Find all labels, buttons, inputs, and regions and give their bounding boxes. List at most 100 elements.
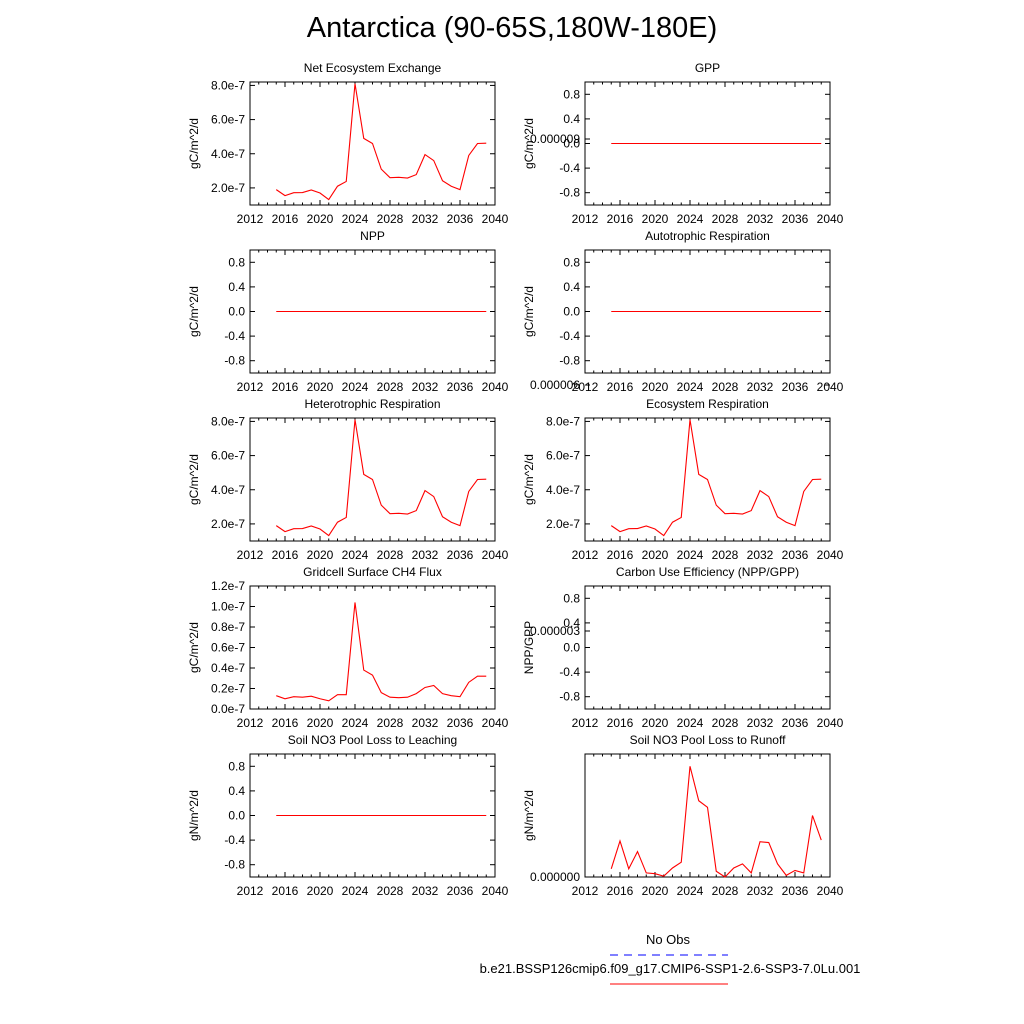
panel-9-plot-frame <box>584 753 831 878</box>
panel-2-ytick-label: -0.8 <box>224 354 245 368</box>
panel-8-ytick-label: 0.8 <box>228 759 245 773</box>
panel-5-series-line-0 <box>610 419 822 537</box>
panel-6-plot-frame <box>249 585 496 710</box>
panel-5-xtick-label: 2024 <box>677 548 704 562</box>
panel-1-ytick-label: 0.4 <box>563 112 580 126</box>
panel-8-ytick-label: -0.4 <box>224 833 245 847</box>
panel-1-xtick-label: 2036 <box>782 212 809 226</box>
panel-0-ytick-label: 2.0e-7 <box>211 181 245 195</box>
panel-5-ytick-label: 2.0e-7 <box>546 517 580 531</box>
panel-1-xtick-label: 2032 <box>747 212 774 226</box>
panel-8-title: Soil NO3 Pool Loss to Leaching <box>288 733 457 747</box>
panel-5-title: Ecosystem Respiration <box>646 397 769 411</box>
panel-7-ytick-label: 0.0 <box>563 641 580 655</box>
panel-2-ytick-label: 0.8 <box>228 255 245 269</box>
panel-2-xtick-label: 2036 <box>447 380 474 394</box>
panel-4-xtick-label: 2016 <box>272 548 299 562</box>
panel-3-xtick-label: 2040 <box>817 380 844 394</box>
panel-9-xtick-label: 2020 <box>642 884 669 898</box>
panel-0-ytick-label: 8.0e-7 <box>211 78 245 92</box>
panel-7-xtick-label: 2016 <box>607 716 634 730</box>
panel-5-xtick-label: 2040 <box>817 548 844 562</box>
panel-7-xtick-label: 2024 <box>677 716 704 730</box>
panel-8-ytick-label: 0.0 <box>228 809 245 823</box>
panel-1-ytick-label: 0.8 <box>563 87 580 101</box>
panel-3-xtick-label: 2028 <box>712 380 739 394</box>
panel-4-ytick-label: 8.0e-7 <box>211 414 245 428</box>
panel-8-xtick-label: 2032 <box>412 884 439 898</box>
panel-0-xtick-label: 2012 <box>237 212 264 226</box>
panel-7-xtick-label: 2020 <box>642 716 669 730</box>
panel-1-ytick-label: -0.4 <box>559 161 580 175</box>
panel-7-title: Carbon Use Efficiency (NPP/GPP) <box>616 565 799 579</box>
panel-4-xtick-label: 2036 <box>447 548 474 562</box>
panel-8-xtick-label: 2012 <box>237 884 264 898</box>
panel-9-ytick-label: 0.000009 <box>530 132 580 146</box>
panel-5-xtick-label: 2032 <box>747 548 774 562</box>
panel-3-xtick-label: 2032 <box>747 380 774 394</box>
panel-8-xtick-label: 2028 <box>377 884 404 898</box>
panel-7-ylabel: NPP/GPP <box>522 621 536 674</box>
panel-5-xtick-label: 2020 <box>642 548 669 562</box>
panel-0-title: Net Ecosystem Exchange <box>304 61 442 75</box>
panel-3-ytick-label: 0.8 <box>563 255 580 269</box>
panel-6-xtick-label: 2012 <box>237 716 264 730</box>
panel-9-ylabel: gN/m^2/d <box>522 790 536 841</box>
panel-6-ytick-label: 1.0e-7 <box>211 600 245 614</box>
panel-2-ytick-label: 0.4 <box>228 280 245 294</box>
panel-1-title: GPP <box>695 61 720 75</box>
panel-7-ytick-label: 0.4 <box>563 616 580 630</box>
panel-2-xtick-label: 2028 <box>377 380 404 394</box>
panel-9-xtick-label: 2012 <box>572 884 599 898</box>
panel-3-xtick-label: 2024 <box>677 380 704 394</box>
panel-4-ytick-label: 2.0e-7 <box>211 517 245 531</box>
panel-5-ytick-label: 8.0e-7 <box>546 414 580 428</box>
legend-obs-label: No Obs <box>645 932 691 947</box>
panel-2-xtick-label: 2024 <box>342 380 369 394</box>
panel-7-ytick-label: 0.8 <box>563 591 580 605</box>
panel-3-ytick-label: 0.4 <box>563 280 580 294</box>
panel-3-ytick-label: 0.0 <box>563 305 580 319</box>
panel-4-ytick-label: 4.0e-7 <box>211 483 245 497</box>
panel-7-ytick-label: -0.4 <box>559 665 580 679</box>
panel-8-ytick-label: 0.4 <box>228 784 245 798</box>
panel-6-xtick-label: 2032 <box>412 716 439 730</box>
panel-3-ytick-label: -0.4 <box>559 329 580 343</box>
panel-0-xtick-label: 2028 <box>377 212 404 226</box>
panel-1-ytick-label: 0.0 <box>563 137 580 151</box>
panel-5-xtick-label: 2016 <box>607 548 634 562</box>
panel-4-xtick-label: 2040 <box>482 548 509 562</box>
panel-9-xtick-label: 2028 <box>712 884 739 898</box>
panel-7-xtick-label: 2028 <box>712 716 739 730</box>
panel-7-xtick-label: 2012 <box>572 716 599 730</box>
panel-4-series-line-0 <box>275 419 487 537</box>
panel-4-ytick-label: 6.0e-7 <box>211 449 245 463</box>
panel-6-ytick-label: 0.2e-7 <box>211 682 245 696</box>
panel-9-title: Soil NO3 Pool Loss to Runoff <box>630 733 787 747</box>
panel-2-xtick-label: 2032 <box>412 380 439 394</box>
panel-2-xtick-label: 2016 <box>272 380 299 394</box>
panel-6-xtick-label: 2040 <box>482 716 509 730</box>
panel-0-ytick-label: 6.0e-7 <box>211 113 245 127</box>
panel-3-xtick-label: 2036 <box>782 380 809 394</box>
panel-8-xtick-label: 2020 <box>307 884 334 898</box>
panel-4-title: Heterotrophic Respiration <box>304 397 440 411</box>
panel-6-ytick-label: 0.0e-7 <box>211 702 245 716</box>
panel-9-xtick-label: 2024 <box>677 884 704 898</box>
panel-8-xtick-label: 2024 <box>342 884 369 898</box>
panel-8-ylabel: gN/m^2/d <box>187 790 201 841</box>
figure-title: Antarctica (90-65S,180W-180E) <box>306 12 718 44</box>
panel-0-ylabel: gC/m^2/d <box>187 118 201 169</box>
legend-run-label: b.e21.BSSP126cmip6.f09_g17.CMIP6-SSP1-2.… <box>479 961 861 976</box>
panel-6-xtick-label: 2020 <box>307 716 334 730</box>
panel-2-ytick-label: -0.4 <box>224 329 245 343</box>
panel-2-xtick-label: 2040 <box>482 380 509 394</box>
panel-9-xtick-label: 2032 <box>747 884 774 898</box>
panel-4-xtick-label: 2024 <box>342 548 369 562</box>
panel-0-xtick-label: 2032 <box>412 212 439 226</box>
panel-9-xtick-label: 2016 <box>607 884 634 898</box>
panel-0-xtick-label: 2016 <box>272 212 299 226</box>
panel-9-ytick-label: 0.000003 <box>530 624 580 638</box>
panel-8-xtick-label: 2016 <box>272 884 299 898</box>
